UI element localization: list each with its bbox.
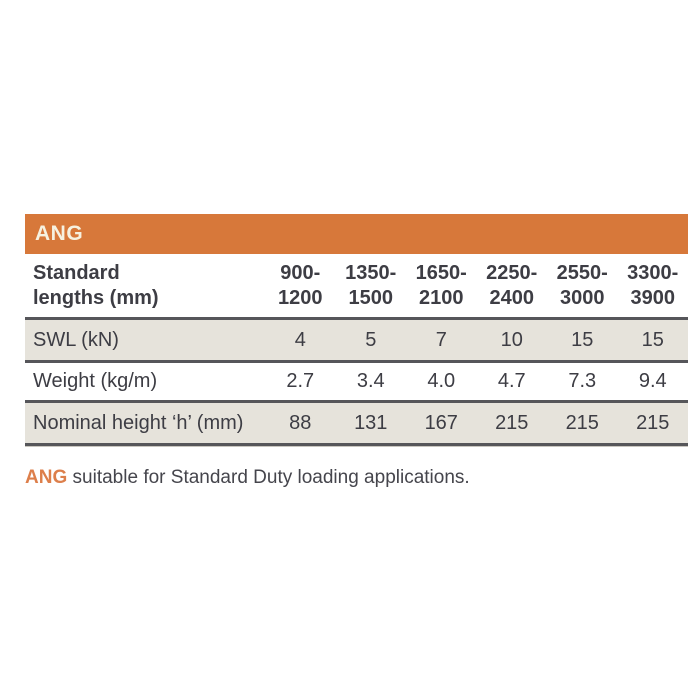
row-header-label: Standard lengths (mm) (25, 254, 265, 317)
table-cell: 88 (289, 411, 312, 434)
table-cell: 7 (435, 328, 447, 351)
footnote: ANG suitable for Standard Duty loading ap… (25, 467, 470, 489)
table-cell: 167 (424, 411, 458, 434)
table-row-nominal-height: Nominal height ‘h’ (mm) 88 131 167 215 2… (25, 400, 688, 443)
table-cell: 7.3 (568, 370, 597, 392)
table-row-swl: SWL (kN) 4 5 7 10 15 15 (25, 317, 688, 360)
column-header: 1350- 1500 (345, 261, 397, 309)
table-cell: 131 (354, 411, 388, 434)
table-cell: 215 (636, 411, 670, 434)
column-header: 2550- 3000 (556, 261, 608, 309)
row-label: Nominal height ‘h’ (mm) (33, 411, 244, 434)
table-title: ANG (35, 222, 84, 245)
table-cell: 2.7 (286, 370, 315, 392)
column-header: 1650- 2100 (415, 261, 467, 309)
table-cell: 10 (500, 328, 523, 351)
table-cell: 3.4 (356, 370, 385, 392)
footnote-text: suitable for Standard Duty loading appli… (72, 467, 470, 488)
table-cell: 215 (565, 411, 599, 434)
table-cell: 9.4 (638, 370, 667, 392)
table-cell: 15 (571, 328, 594, 351)
table-bottom-rule (25, 443, 688, 446)
table-title-bar: ANG (25, 214, 688, 254)
table-cell: 5 (365, 328, 377, 351)
row-header-line2: lengths (mm) (33, 286, 159, 309)
table-header-row: Standard lengths (mm) 900- 1200 1350- 15… (25, 254, 688, 317)
table-cell: 4 (294, 328, 306, 351)
row-label: Weight (kg/m) (33, 370, 158, 392)
column-header: 2250- 2400 (486, 261, 538, 309)
table-row-weight: Weight (kg/m) 2.7 3.4 4.0 4.7 7.3 9.4 (25, 360, 688, 400)
product-spec-table: ANG Standard lengths (mm) 900- 1200 1350… (25, 214, 688, 446)
table-cell: 4.7 (497, 370, 526, 392)
table-cell: 215 (495, 411, 529, 434)
table-cell: 4.0 (427, 370, 456, 392)
footnote-product-name: ANG (25, 467, 68, 488)
row-label: SWL (kN) (33, 328, 119, 351)
column-header: 900- 1200 (278, 261, 323, 309)
table-cell: 15 (641, 328, 664, 351)
row-header-line1: Standard (33, 261, 120, 284)
column-header: 3300- 3900 (627, 261, 679, 309)
